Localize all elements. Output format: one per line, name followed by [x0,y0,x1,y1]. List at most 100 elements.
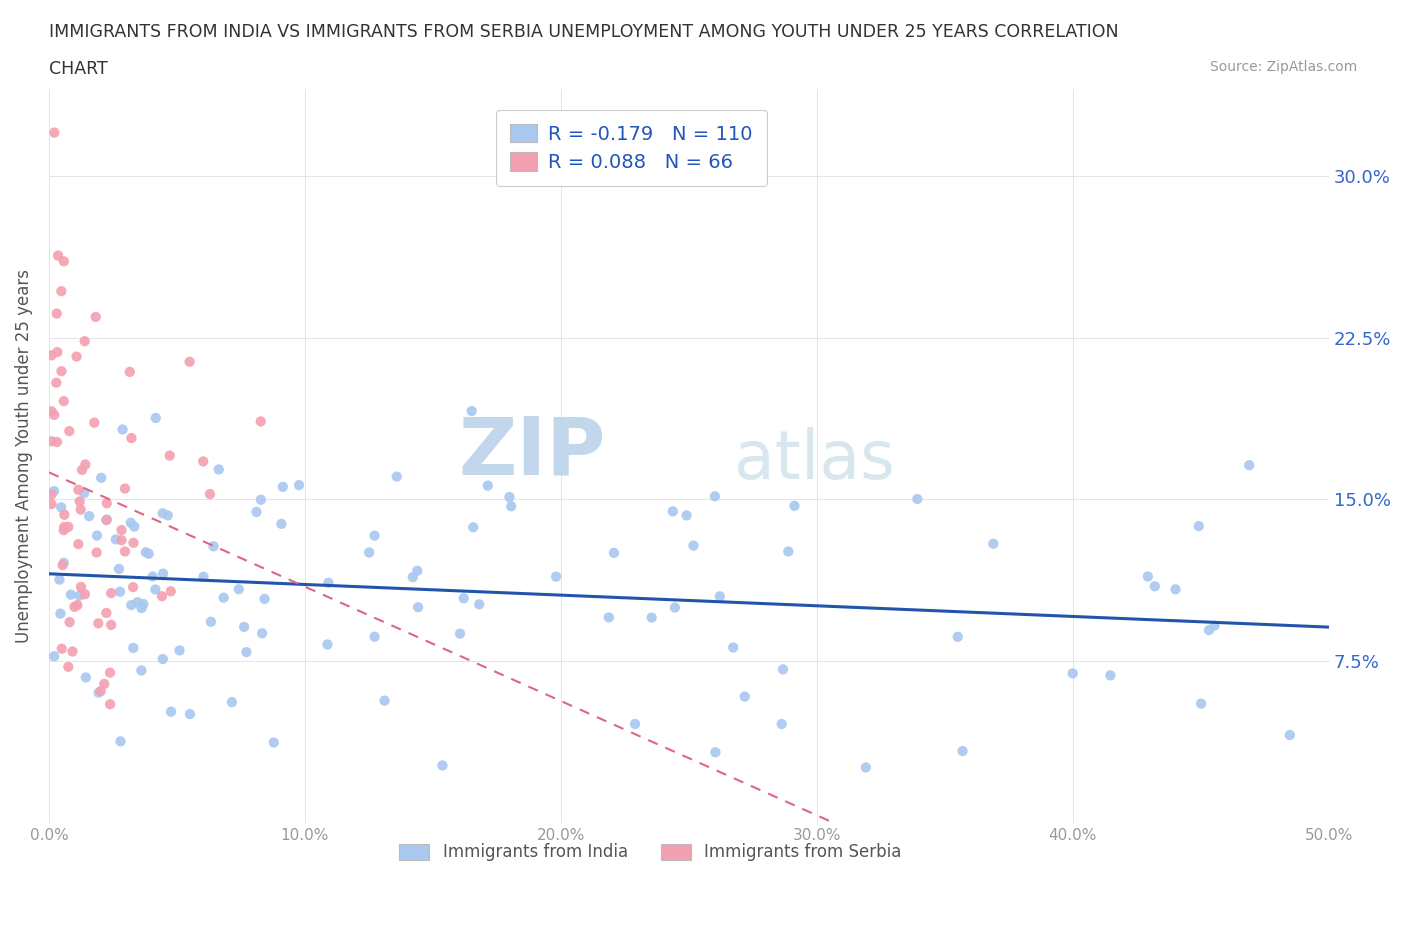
Point [288,478,311,493]
Point [132,596,155,611]
Point [675,508,697,523]
Point [952,744,974,759]
Point [46,345,69,360]
Point [463,520,485,535]
Point [52,393,75,408]
Point [142,569,165,584]
Point [270,516,292,531]
Point [59,587,82,602]
Point [131,601,153,616]
Point [62,644,84,659]
Point [108,584,131,599]
Point [63,599,86,614]
Point [41,497,63,512]
Point [778,544,800,559]
Point [432,758,454,773]
Point [477,478,499,493]
Point [96,496,118,511]
Point [120,515,142,530]
Point [193,454,215,469]
Point [46,248,69,263]
Point [122,641,145,656]
Point [682,538,704,553]
Point [98,665,121,680]
Point [855,760,877,775]
Point [44,126,66,140]
Point [198,486,221,501]
Point [374,693,396,708]
Point [253,591,276,606]
Point [1237,458,1260,472]
Point [249,414,271,429]
Point [52,523,75,538]
Point [70,462,93,477]
Point [48,572,70,587]
Point [66,598,89,613]
Point [193,569,215,584]
Point [1099,668,1122,683]
Point [124,519,146,534]
Point [90,684,112,698]
Point [460,404,482,418]
Point [120,598,142,613]
Point [501,498,523,513]
Point [468,597,491,612]
Point [87,685,110,700]
Point [1204,618,1226,633]
Point [73,334,96,349]
Point [65,349,87,364]
Y-axis label: Unemployment Among Youth under 25 years: Unemployment Among Youth under 25 years [15,270,32,644]
Point [110,734,132,749]
Point [51,284,73,299]
Point [110,523,132,538]
Point [53,520,76,535]
Point [318,576,340,591]
Point [86,545,108,560]
Point [221,695,243,710]
Point [704,745,727,760]
Point [200,615,222,630]
Point [77,509,100,524]
Point [53,508,76,523]
Point [67,537,90,551]
Point [90,471,112,485]
Point [772,662,794,677]
Point [127,595,149,610]
Point [1062,666,1084,681]
Point [122,579,145,594]
Point [58,659,80,674]
Legend: Immigrants from India, Immigrants from Serbia: Immigrants from India, Immigrants from S… [391,835,910,870]
Point [498,489,520,504]
Point [93,676,115,691]
Point [58,615,80,630]
Point [84,310,107,325]
Point [41,434,63,449]
Point [104,532,127,547]
Point [70,579,93,594]
Point [1198,623,1220,638]
Point [150,589,173,604]
Point [45,306,67,321]
Point [42,649,65,664]
Text: CHART: CHART [49,60,108,78]
Point [1143,578,1166,593]
Point [83,415,105,430]
Point [114,481,136,496]
Point [363,630,385,644]
Point [159,448,181,463]
Point [108,562,131,577]
Point [52,555,75,570]
Text: IMMIGRANTS FROM INDIA VS IMMIGRANTS FROM SERBIA UNEMPLOYMENT AMONG YOUTH UNDER 2: IMMIGRANTS FROM INDIA VS IMMIGRANTS FROM… [49,23,1119,41]
Point [546,569,568,584]
Point [135,545,157,560]
Point [51,642,73,657]
Point [152,506,174,521]
Point [118,365,141,379]
Text: Source: ZipAtlas.com: Source: ZipAtlas.com [1209,60,1357,74]
Point [58,424,80,439]
Point [67,483,90,498]
Point [316,637,339,652]
Point [179,707,201,722]
Point [98,697,121,711]
Point [41,404,63,418]
